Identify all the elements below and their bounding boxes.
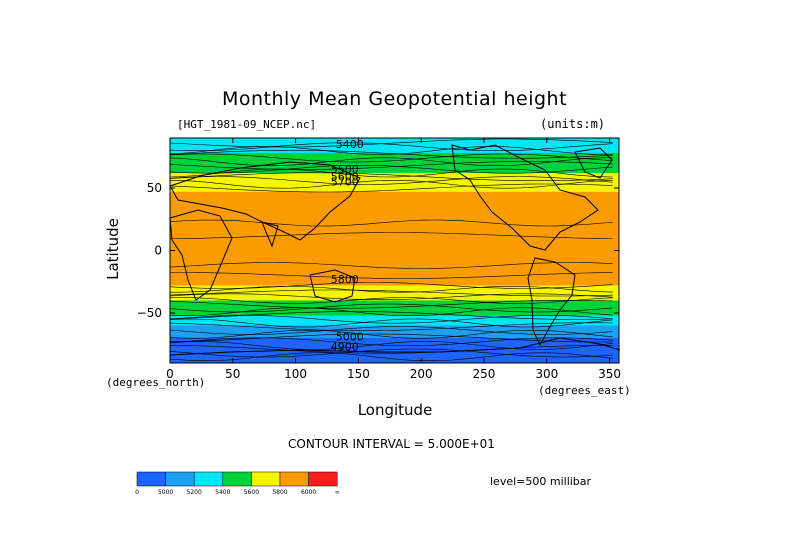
contour-line-14 — [170, 286, 613, 293]
contour-line-19 — [169, 303, 613, 313]
coastline-north-america — [451, 144, 599, 251]
x-tick-label-2: 100 — [284, 367, 307, 381]
contour-line-23 — [169, 318, 613, 328]
contour-line-29 — [169, 341, 613, 350]
contour-label-1: 5500 — [331, 163, 359, 176]
colorbar-swatch-6 — [308, 471, 338, 487]
x-tick-label-4: 200 — [410, 367, 433, 381]
contour-line-7 — [169, 165, 613, 174]
contour-line-25 — [169, 326, 613, 335]
coastline-india — [261, 221, 279, 248]
x-tick-label-1: 50 — [225, 367, 240, 381]
contour-line-10 — [169, 176, 613, 185]
band-6 — [170, 315, 619, 326]
band-3 — [170, 191, 619, 286]
contour-line-27 — [169, 333, 613, 343]
x-axis-label: Longitude — [357, 401, 433, 419]
contour-line-0 — [169, 138, 613, 148]
contour-line-31 — [169, 348, 613, 358]
x-tick-label-0: 0 — [166, 367, 174, 381]
x-tick-label-6: 300 — [535, 367, 558, 381]
colorbar-swatch-3 — [222, 471, 252, 487]
colorbar-label-1: 5000 — [158, 489, 173, 496]
contour-line-11 — [169, 180, 613, 189]
contour-line-34 — [169, 262, 613, 269]
contour-line-9 — [169, 172, 613, 181]
coastline-layer — [169, 144, 621, 356]
contour-line-36 — [170, 272, 613, 279]
colorbar-swatch-1 — [165, 471, 195, 487]
file-name-label: [HGT_1981-09_NCEP.nc] — [177, 118, 317, 131]
colorbar-label-0: 0 — [135, 489, 139, 496]
y-axis: 50 0 −50 — [137, 181, 619, 320]
coastline-south-america — [527, 257, 576, 347]
coastline-africa — [169, 209, 233, 301]
x-tick-label-7: 350 — [598, 367, 621, 381]
y-tick-label-0: 50 — [147, 181, 162, 195]
coastline-greenland — [574, 147, 613, 179]
colorbar-swatch-0 — [136, 471, 166, 487]
x-tick-label-3: 150 — [347, 367, 370, 381]
colorbar-swatch-4 — [251, 471, 281, 487]
contour-line-26 — [169, 330, 613, 339]
colorbar-label-6: 6000 — [301, 489, 316, 496]
x-tick-label-5: 250 — [473, 367, 496, 381]
contour-line-35 — [169, 219, 613, 227]
colorbar-swatch-5 — [279, 471, 309, 487]
coastline-antarctica — [169, 337, 621, 356]
contour-line-4 — [169, 153, 613, 163]
contour-label-0: 5400 — [336, 138, 364, 151]
contour-layer — [169, 138, 613, 361]
contour-label-4: 5800 — [331, 273, 359, 286]
contour-line-18 — [169, 300, 613, 309]
colorbar-swatch-2 — [193, 471, 224, 487]
contour-line-2 — [169, 146, 613, 155]
contour-label-2: 5600 — [331, 171, 359, 184]
contour-label-6: 4900 — [331, 341, 359, 354]
band-4 — [170, 285, 619, 301]
y-tick-label-1: 0 — [154, 244, 162, 258]
contour-line-33 — [170, 232, 613, 239]
x-axis: 0 50 100 150 200 250 300 350 — [166, 138, 621, 381]
colorbar-label-3: 5400 — [215, 489, 230, 496]
band-5 — [170, 300, 619, 316]
coastline-australia — [309, 269, 356, 303]
y-tick-label-2: −50 — [137, 306, 162, 320]
contour-line-3 — [169, 150, 613, 159]
contour-line-15 — [169, 289, 613, 297]
chart-title: Monthly Mean Geopotential height — [221, 88, 568, 110]
contour-line-16 — [169, 293, 613, 300]
colorbar-label-7: ∞ — [335, 489, 340, 496]
band-layer — [170, 138, 619, 363]
contour-interval-text: CONTOUR INTERVAL = 5.000E+01 — [288, 437, 495, 451]
contour-line-5 — [169, 157, 613, 166]
colorbar-label-4: 5600 — [244, 489, 259, 496]
contour-label-5: 5000 — [336, 331, 364, 344]
contour-label-3: 5700 — [331, 176, 359, 189]
band-0 — [170, 138, 619, 153]
contour-line-30 — [169, 345, 613, 354]
band-2 — [170, 173, 619, 192]
colorbar: 0 5000 5200 5400 5600 5800 6000 ∞ — [135, 471, 340, 496]
contour-line-8 — [169, 168, 613, 178]
colorbar-label-2: 5200 — [187, 489, 202, 496]
contour-line-24 — [169, 322, 613, 331]
contour-line-28 — [169, 337, 613, 346]
y-units-label: (degrees_north) — [106, 376, 206, 389]
contour-line-12 — [169, 183, 613, 193]
y-axis-label: Latitude — [103, 218, 122, 280]
units-label: (units:m) — [540, 117, 606, 131]
x-units-label: (degrees_east) — [538, 384, 631, 397]
colorbar-label-5: 5800 — [272, 489, 287, 496]
band-7 — [170, 325, 619, 338]
contour-line-17 — [169, 297, 613, 304]
level-text: level=500 millibar — [490, 475, 592, 488]
contour-line-32 — [169, 352, 613, 361]
coastline-eurasia — [169, 161, 361, 241]
contour-line-22 — [169, 315, 613, 324]
contour-line-20 — [169, 307, 613, 316]
contour-line-6 — [169, 161, 613, 170]
